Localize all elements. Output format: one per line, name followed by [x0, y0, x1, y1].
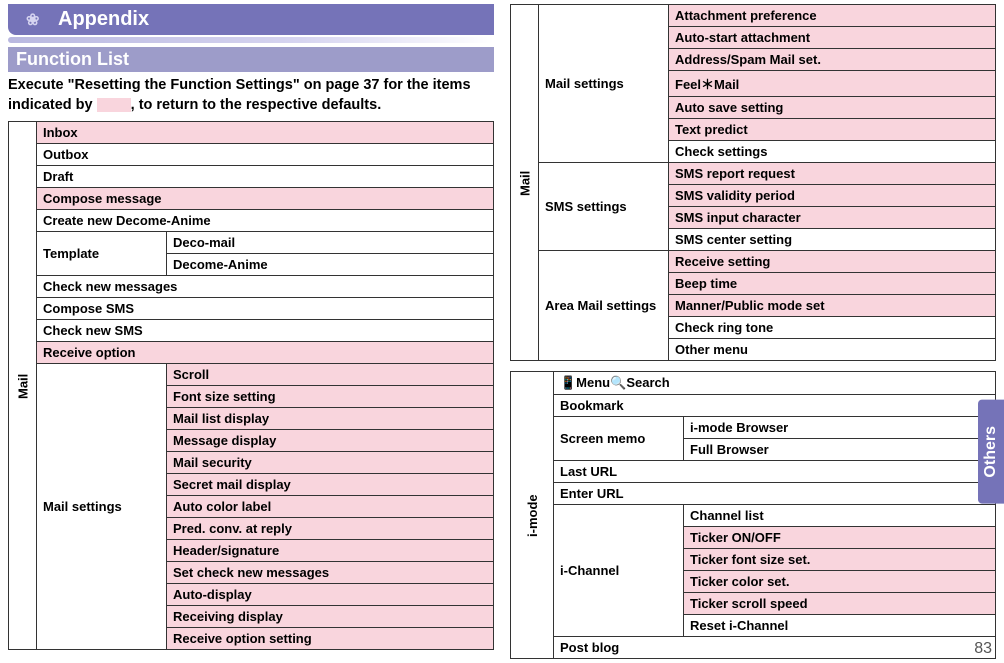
imode-label: i-mode — [511, 372, 554, 659]
table-row: Secret mail display — [167, 474, 494, 496]
table-row: Mail settings — [37, 364, 167, 650]
table-row: Outbox — [37, 144, 494, 166]
table-row: Message display — [167, 430, 494, 452]
table-row: Auto color label — [167, 496, 494, 518]
table-row: SMS validity period — [669, 185, 996, 207]
table-row: Header/signature — [167, 540, 494, 562]
imode-table: i-mode 📱Menu🔍Search Bookmark Screen memo… — [510, 371, 996, 659]
table-row: Deco-mail — [167, 232, 494, 254]
table-row: Screen memo — [554, 417, 684, 461]
table-row: Receive setting — [669, 251, 996, 273]
table-row: Check new messages — [37, 276, 494, 298]
table-row: Mail security — [167, 452, 494, 474]
table-row: Ticker color set. — [684, 571, 996, 593]
table-row: Auto-display — [167, 584, 494, 606]
function-list-heading: Function List — [8, 47, 494, 72]
table-row: Full Browser — [684, 439, 996, 461]
table-row: Manner/Public mode set — [669, 295, 996, 317]
table-row: Receive option setting — [167, 628, 494, 650]
table-row: Inbox — [37, 122, 494, 144]
table-row: Draft — [37, 166, 494, 188]
divider — [8, 37, 494, 43]
table-row: Post blog — [554, 637, 996, 659]
table-row: SMS report request — [669, 163, 996, 185]
table-row: Attachment preference — [669, 5, 996, 27]
intro-text: Execute "Resetting the Function Settings… — [8, 76, 494, 115]
table-row: Ticker scroll speed — [684, 593, 996, 615]
table-row: Receive option — [37, 342, 494, 364]
table-row: Mail list display — [167, 408, 494, 430]
table-row: Compose message — [37, 188, 494, 210]
intro-b: , to return to the respective defaults. — [131, 97, 382, 113]
table-row: Compose SMS — [37, 298, 494, 320]
mail-label-r: Mail — [511, 5, 539, 361]
table-row: Check ring tone — [669, 317, 996, 339]
table-row: Ticker font size set. — [684, 549, 996, 571]
table-row: Set check new messages — [167, 562, 494, 584]
table-row: 📱Menu🔍Search — [554, 372, 996, 395]
table-row: Decome-Anime — [167, 254, 494, 276]
table-row: Feel＊Mail — [669, 71, 996, 97]
table-row: Other menu — [669, 339, 996, 361]
appendix-title: Appendix — [8, 4, 494, 35]
table-row: Area Mail settings — [539, 251, 669, 361]
mail-table-right: Mail Mail settings Attachment preference… — [510, 4, 996, 361]
table-row: Pred. conv. at reply — [167, 518, 494, 540]
table-row: Check settings — [669, 141, 996, 163]
table-row: Font size setting — [167, 386, 494, 408]
table-row: Scroll — [167, 364, 494, 386]
table-row: Last URL — [554, 461, 996, 483]
table-row: Auto-start attachment — [669, 27, 996, 49]
table-row: Reset i-Channel — [684, 615, 996, 637]
table-row: Address/Spam Mail set. — [669, 49, 996, 71]
table-row: i-mode Browser — [684, 417, 996, 439]
highlight-swatch — [97, 98, 131, 112]
table-row: Beep time — [669, 273, 996, 295]
table-row: i-Channel — [554, 505, 684, 637]
table-row: Mail settings — [539, 5, 669, 163]
table-row: Text predict — [669, 119, 996, 141]
table-row: Auto save setting — [669, 97, 996, 119]
table-row: Template — [37, 232, 167, 276]
mail-table-left: Mail Inbox Outbox Draft Compose message … — [8, 121, 494, 650]
table-row: SMS center setting — [669, 229, 996, 251]
table-row: Receiving display — [167, 606, 494, 628]
mail-label: Mail — [9, 122, 37, 650]
table-row: Channel list — [684, 505, 996, 527]
side-tab-others: Others — [978, 400, 1004, 504]
table-row: Bookmark — [554, 395, 996, 417]
page-number: 83 — [974, 640, 992, 658]
table-row: Ticker ON/OFF — [684, 527, 996, 549]
table-row: SMS input character — [669, 207, 996, 229]
table-row: SMS settings — [539, 163, 669, 251]
table-row: Create new Decome-Anime — [37, 210, 494, 232]
table-row: Check new SMS — [37, 320, 494, 342]
table-row: Enter URL — [554, 483, 996, 505]
